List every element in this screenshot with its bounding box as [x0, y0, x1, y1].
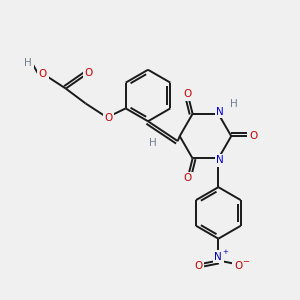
Text: N: N	[217, 107, 224, 117]
Text: O: O	[249, 131, 257, 141]
Text: +: +	[222, 249, 228, 255]
Text: O: O	[194, 261, 203, 272]
Text: H: H	[149, 138, 157, 148]
Text: O: O	[39, 69, 47, 79]
Text: H: H	[24, 58, 32, 68]
Text: O: O	[104, 113, 112, 123]
Text: O: O	[234, 261, 242, 272]
Text: N: N	[214, 251, 222, 262]
Text: N: N	[217, 155, 224, 165]
Text: O: O	[84, 68, 93, 78]
Text: −: −	[243, 257, 250, 266]
Text: O: O	[184, 89, 192, 99]
Text: H: H	[230, 99, 238, 109]
Text: O: O	[184, 173, 192, 183]
